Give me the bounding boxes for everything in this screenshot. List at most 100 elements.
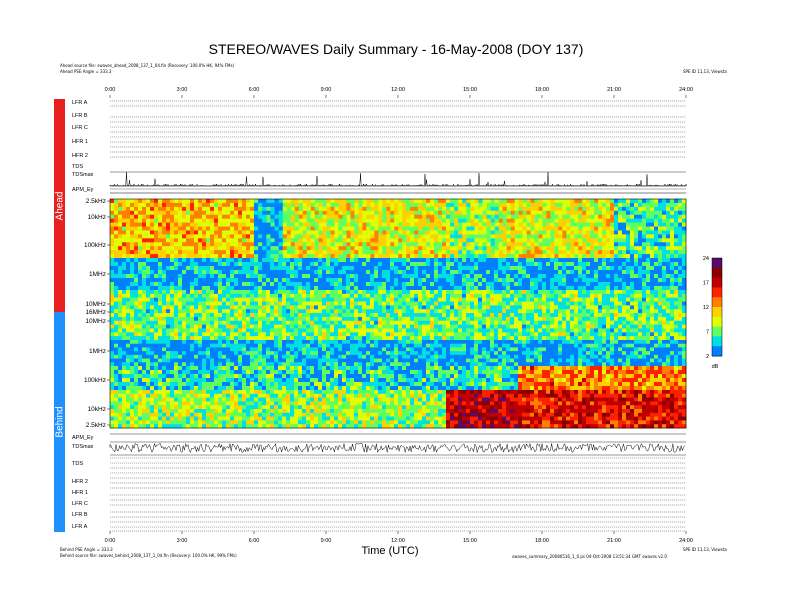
heatmap-cell [262, 282, 267, 287]
heatmap-cell [250, 254, 255, 259]
heatmap-cell [186, 305, 191, 310]
heatmap-cell [374, 254, 379, 259]
heatmap-cell [642, 206, 647, 212]
heatmap-cell [542, 254, 547, 259]
heatmap-cell [278, 313, 283, 318]
heatmap-cell [518, 234, 524, 239]
heatmap-cell [250, 238, 255, 243]
heatmap-cell [234, 297, 239, 302]
heatmap-cell [362, 262, 367, 267]
heatmap-cell [346, 254, 351, 259]
heatmap-cell [470, 274, 475, 279]
heatmap-cell [166, 305, 171, 310]
heatmap-cell [166, 254, 171, 259]
heatmap-cell [654, 297, 659, 302]
heatmap-cell [450, 222, 455, 227]
heatmap-cell [214, 206, 219, 212]
heatmap-cell [426, 313, 431, 318]
heatmap-cell [254, 199, 259, 204]
heatmap-cell [598, 222, 603, 227]
heatmap-cell [458, 254, 463, 259]
heatmap-cell [678, 309, 683, 314]
heatmap-cell [362, 258, 367, 263]
heatmap-cell [434, 202, 439, 208]
heatmap-cell [658, 226, 663, 231]
heatmap-cell [234, 305, 239, 310]
heatmap-cell [362, 328, 367, 333]
heatmap-cell [474, 250, 479, 255]
heatmap-cell [258, 254, 263, 259]
heatmap-cell [234, 301, 239, 306]
heatmap-cell [354, 290, 359, 295]
heatmap-cell [414, 328, 419, 333]
heatmap-cell [606, 250, 611, 255]
heatmap-cell [270, 234, 275, 239]
heatmap-cell [506, 214, 512, 220]
heatmap-cell [626, 238, 631, 243]
heatmap-cell [462, 214, 467, 220]
heatmap-cell [546, 282, 551, 287]
heatmap-cell [290, 258, 295, 263]
heatmap-cell [278, 199, 284, 204]
heatmap-cell [298, 202, 304, 208]
heatmap-cell [174, 206, 179, 212]
heatmap-cell [226, 218, 231, 223]
heatmap-cell [242, 246, 247, 251]
heatmap-cell [446, 222, 451, 227]
heatmap-cell [438, 290, 443, 295]
heatmap-cell [542, 206, 547, 212]
heatmap-cell [278, 250, 284, 255]
heatmap-cell [582, 270, 587, 275]
heatmap-cell [202, 262, 207, 267]
heatmap-cell [202, 234, 207, 239]
heatmap-cell [682, 324, 687, 329]
heatmap-cell [130, 309, 135, 314]
heatmap-cell [434, 297, 439, 302]
heatmap-cell [214, 286, 219, 291]
heatmap-cell [342, 210, 347, 216]
heatmap-cell [478, 199, 483, 204]
heatmap-cell [318, 206, 323, 212]
heatmap-cell [242, 254, 247, 259]
heatmap-cell [366, 238, 371, 243]
heatmap-cell [322, 320, 327, 326]
heatmap-cell [362, 234, 367, 239]
heatmap-cell [274, 320, 279, 326]
heatmap-cell [634, 262, 639, 267]
heatmap-cell [438, 270, 443, 275]
heatmap-cell [498, 313, 503, 318]
heatmap-cell [242, 270, 247, 275]
heatmap-cell [458, 320, 463, 326]
heatmap-cell [178, 328, 183, 333]
heatmap-cell [374, 324, 379, 329]
heatmap-cell [430, 274, 435, 279]
heatmap-cell [134, 210, 139, 216]
heatmap-cell [606, 270, 611, 275]
heatmap-cell [658, 262, 663, 267]
heatmap-cell [670, 305, 675, 310]
heatmap-cell [214, 282, 219, 287]
heatmap-cell [470, 238, 475, 243]
heatmap-cell [306, 293, 311, 299]
heatmap-cell [306, 270, 311, 275]
heatmap-cell [126, 278, 131, 283]
heatmap-cell [358, 270, 363, 275]
heatmap-cell [370, 230, 375, 235]
heatmap-cell [174, 328, 179, 333]
heatmap-cell [370, 250, 375, 255]
heatmap-cell [178, 246, 183, 251]
heatmap-cell [518, 309, 523, 314]
heatmap-cell [538, 246, 543, 251]
heatmap-cell [222, 290, 227, 295]
heatmap-cell [142, 282, 147, 287]
heatmap-cell [462, 324, 467, 329]
heatmap-cell [630, 222, 635, 227]
heatmap-cell [286, 234, 292, 239]
heatmap-cell [486, 254, 492, 259]
heatmap-cell [266, 309, 271, 314]
heatmap-cell [642, 293, 647, 299]
heatmap-cell [146, 234, 151, 239]
heatmap-cell [614, 234, 619, 239]
heatmap-cell [626, 282, 631, 287]
ahead-row-label: HFR 2 [72, 153, 88, 159]
